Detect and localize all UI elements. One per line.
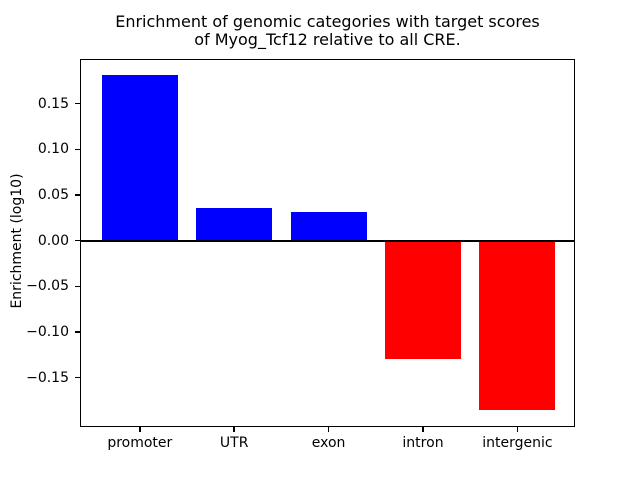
- bar-promoter: [101, 74, 178, 241]
- y-tick-label: −0.05: [26, 278, 69, 295]
- x-tick-label-UTR: UTR: [219, 435, 249, 451]
- y-tick-label: −0.10: [26, 324, 69, 341]
- bar-exon: [290, 212, 367, 241]
- x-tick-mark: [233, 427, 235, 432]
- y-tick-label: 0.00: [37, 232, 69, 249]
- y-tick-label: 0.10: [37, 141, 69, 158]
- y-tick-mark: [75, 239, 80, 242]
- y-tick-mark: [75, 376, 80, 379]
- x-tick-label-intron: intron: [402, 435, 444, 451]
- y-tick-label: 0.15: [37, 95, 69, 112]
- bar-UTR: [196, 207, 273, 241]
- y-tick-mark: [75, 102, 80, 105]
- zero-baseline: [80, 239, 575, 242]
- bar-intergenic: [479, 240, 556, 410]
- x-tick-mark: [327, 427, 330, 432]
- x-tick-label-intergenic: intergenic: [482, 435, 553, 451]
- x-tick-label-promoter: promoter: [107, 435, 173, 451]
- y-tick-mark: [75, 194, 80, 196]
- x-tick-mark: [516, 427, 519, 432]
- y-tick-mark: [75, 285, 80, 288]
- bar-intron: [385, 240, 461, 360]
- x-tick-mark: [139, 427, 141, 432]
- y-tick-mark: [75, 148, 80, 151]
- y-tick-label: −0.15: [26, 369, 69, 386]
- x-tick-label-exon: exon: [311, 435, 346, 451]
- x-tick-mark: [422, 427, 424, 432]
- y-tick-mark: [75, 331, 80, 333]
- chart-title: Enrichment of genomic categories with ta…: [115, 12, 540, 49]
- y-tick-label: 0.05: [37, 187, 69, 204]
